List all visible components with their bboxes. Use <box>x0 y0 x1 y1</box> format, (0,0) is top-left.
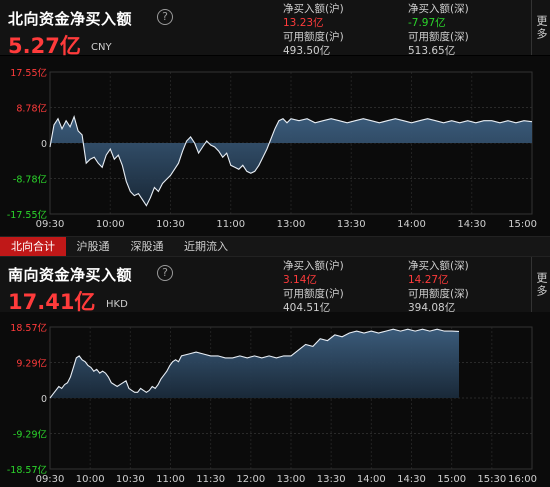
y-tick-label: 0 <box>41 139 47 150</box>
x-tick-label: 10:00 <box>96 219 125 230</box>
x-tick-label: 14:30 <box>457 219 486 230</box>
south-sz-stat: 净买入额(深) 14.27亿 可用额度(深) 394.08亿 <box>408 259 469 315</box>
series-area <box>50 116 532 206</box>
series-line <box>49 328 460 399</box>
north-sz-stat: 净买入额(深) -7.97亿 可用额度(深) 513.65亿 <box>408 2 469 58</box>
x-tick-label: 15:00 <box>508 219 537 230</box>
north-sh-label: 净买入额(沪) <box>283 3 344 15</box>
north-net-value: 5.27亿 <box>8 34 81 58</box>
north-sh-avail-label: 可用额度(沪) <box>283 31 344 43</box>
x-tick-label: 15:30 <box>477 474 506 485</box>
south-sz-value: 14.27亿 <box>408 274 449 286</box>
x-tick-label: 13:30 <box>337 219 366 230</box>
south-sh-label: 净买入额(沪) <box>283 260 344 272</box>
series-line <box>49 114 533 207</box>
tab-recent-inflow[interactable]: 近期流入 <box>174 237 238 256</box>
south-sz-label: 净买入额(深) <box>408 260 469 272</box>
x-tick-label: 11:00 <box>216 219 245 230</box>
north-more-button[interactable]: 更多 <box>531 0 550 55</box>
x-tick-label: 11:30 <box>196 474 225 485</box>
north-sh-stat: 净买入额(沪) 13.23亿 可用额度(沪) 493.50亿 <box>283 2 344 58</box>
south-sh-avail-value: 404.51亿 <box>283 302 331 314</box>
south-sz-avail-value: 394.08亿 <box>408 302 456 314</box>
y-tick-label: 17.55亿 <box>10 67 47 79</box>
y-tick-label: -8.78亿 <box>13 174 47 186</box>
tab-north-total[interactable]: 北向合计 <box>0 237 66 256</box>
x-tick-label: 14:30 <box>397 474 426 485</box>
y-tick-label: 8.78亿 <box>16 103 47 115</box>
south-net-value: 17.41亿 <box>8 290 96 314</box>
tab-bar: 北向合计 沪股通 深股通 近期流入 <box>0 236 550 257</box>
y-tick-label: 9.29亿 <box>16 358 47 370</box>
y-tick-label: -18.57亿 <box>7 464 47 476</box>
x-tick-label: 10:30 <box>116 474 145 485</box>
series-area <box>50 329 459 398</box>
south-header: 南向资金净买入额 ? 17.41亿 HKD 净买入额(沪) 3.14亿 可用额度… <box>0 257 550 315</box>
north-sz-avail-label: 可用额度(深) <box>408 31 469 43</box>
north-title: 北向资金净买入额 <box>8 10 133 28</box>
north-sz-avail-value: 513.65亿 <box>408 45 456 57</box>
x-tick-label: 13:00 <box>277 219 306 230</box>
x-tick-label: 10:00 <box>76 474 105 485</box>
x-tick-label: 12:00 <box>236 474 265 485</box>
x-tick-label: 15:00 <box>437 474 466 485</box>
tab-shanghai-connect-label: 沪股通 <box>76 240 110 253</box>
north-sh-value: 13.23亿 <box>283 17 324 29</box>
tab-recent-inflow-label: 近期流入 <box>184 240 228 253</box>
north-header: 北向资金净买入额 ? 5.27亿 CNY 净买入额(沪) 13.23亿 可用额度… <box>0 0 550 58</box>
x-tick-label: 10:30 <box>156 219 185 230</box>
x-tick-label: 14:00 <box>357 474 386 485</box>
x-tick-label: 13:00 <box>277 474 306 485</box>
south-sh-avail-label: 可用额度(沪) <box>283 288 344 300</box>
help-icon[interactable]: ? <box>157 265 173 281</box>
south-sh-stat: 净买入额(沪) 3.14亿 可用额度(沪) 404.51亿 <box>283 259 344 315</box>
help-icon[interactable]: ? <box>157 9 173 25</box>
north-sz-value: -7.97亿 <box>408 17 446 29</box>
north-sh-avail-value: 493.50亿 <box>283 45 331 57</box>
y-tick-label: 18.57亿 <box>10 322 47 334</box>
x-tick-label: 11:00 <box>156 474 185 485</box>
tab-shanghai-connect[interactable]: 沪股通 <box>66 237 120 256</box>
y-tick-label: -9.29亿 <box>13 429 47 441</box>
x-tick-label: 09:30 <box>36 219 65 230</box>
y-tick-label: -17.55亿 <box>7 209 47 221</box>
north-sz-label: 净买入额(深) <box>408 3 469 15</box>
south-currency: HKD <box>106 299 128 310</box>
north-currency: CNY <box>91 42 112 53</box>
x-tick-label: 16:00 <box>508 474 537 485</box>
south-sh-value: 3.14亿 <box>283 274 317 286</box>
south-sz-avail-label: 可用额度(深) <box>408 288 469 300</box>
south-more-button[interactable]: 更多 <box>531 257 550 312</box>
tab-shenzhen-connect-label: 深股通 <box>130 240 164 253</box>
tab-north-total-label: 北向合计 <box>11 240 55 253</box>
y-tick-label: 0 <box>41 394 47 405</box>
x-tick-label: 14:00 <box>397 219 426 230</box>
x-tick-label: 09:30 <box>36 474 65 485</box>
tab-shenzhen-connect[interactable]: 深股通 <box>120 237 174 256</box>
south-title: 南向资金净买入额 <box>8 266 133 284</box>
x-tick-label: 13:30 <box>317 474 346 485</box>
